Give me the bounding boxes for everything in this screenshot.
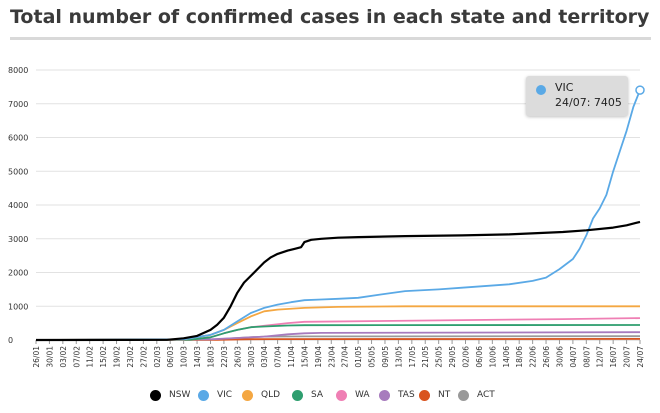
y-tick-label: 6000 [8, 134, 28, 143]
x-tick-label: 07/04 [274, 346, 283, 368]
x-tick-label: 16/07 [609, 346, 618, 368]
legend-label: TAS [398, 390, 415, 400]
legend: NSW VIC QLD SA WA TAS NT ACT [0, 385, 660, 405]
x-tick-label: 08/07 [582, 346, 591, 368]
x-tick-label: 01/05 [354, 346, 363, 368]
x-tick-label: 20/07 [623, 346, 632, 368]
y-tick-label: 2000 [8, 269, 28, 278]
legend-item-wa[interactable]: WA [336, 385, 370, 405]
x-tick-label: 26/06 [542, 346, 551, 368]
legend-label: NSW [169, 390, 191, 400]
legend-label: SA [311, 390, 324, 400]
y-tick-label: 8000 [8, 66, 28, 75]
x-tick-label: 18/06 [515, 346, 524, 368]
y-tick-label: 7000 [8, 100, 28, 109]
x-tick-label: 19/04 [314, 346, 323, 368]
x-tick-label: 30/06 [555, 346, 564, 368]
hover-marker [635, 85, 645, 95]
x-tick-label: 26/03 [233, 346, 242, 368]
legend-dot [198, 389, 209, 401]
x-tick-label: 18/03 [206, 346, 215, 368]
x-tick-label: 09/05 [381, 346, 390, 368]
tooltip-series-label: VIC [555, 81, 574, 94]
legend-label: WA [355, 390, 370, 400]
series-line-qld [35, 305, 640, 341]
series-line-sa [35, 324, 641, 341]
legend-label: VIC [217, 390, 233, 400]
legend-item-act[interactable]: ACT [458, 385, 495, 405]
series-lines [35, 89, 641, 342]
x-tick-label: 02/06 [462, 346, 471, 368]
x-tick-label: 04/07 [569, 346, 578, 368]
legend-item-qld[interactable]: QLD [242, 385, 280, 405]
tooltip: VIC 24/07: 7405 [526, 76, 628, 116]
x-tick-label: 21/05 [421, 346, 430, 368]
legend-dot [419, 389, 430, 401]
y-tick-label: 1000 [8, 302, 28, 311]
legend-dot [379, 389, 390, 401]
x-tick-label: 30/03 [247, 346, 256, 368]
x-tick-label: 23/04 [327, 346, 336, 368]
hover-point-marker[interactable] [635, 85, 645, 95]
x-axis-ticks: 26/01 30/01 03/02 07/02 11/02 15/02 19/02 23/02… [32, 340, 645, 368]
legend-dot [242, 389, 253, 401]
x-tick-label: 06/06 [475, 346, 484, 368]
x-tick-label: 05/05 [368, 346, 377, 368]
x-tick-label: 13/05 [394, 346, 403, 368]
legend-dot [150, 389, 161, 401]
legend-label: ACT [477, 390, 495, 400]
y-tick-label: 0 [8, 336, 13, 345]
tooltip-series-dot [536, 85, 546, 95]
x-tick-label: 11/04 [287, 346, 296, 368]
tooltip-value: 24/07: 7405 [555, 96, 622, 109]
x-tick-label: 30/01 [45, 346, 54, 368]
y-tick-label: 4000 [8, 201, 28, 210]
legend-item-vic[interactable]: VIC [198, 385, 232, 405]
x-tick-label: 19/02 [113, 346, 122, 368]
x-tick-label: 15/04 [300, 346, 309, 368]
x-tick-label: 27/04 [341, 346, 350, 368]
x-tick-label: 23/02 [126, 346, 135, 368]
x-tick-label: 22/03 [220, 346, 229, 368]
series-line-nsw [35, 220, 641, 342]
legend-dot [458, 389, 469, 401]
x-tick-label: 15/02 [99, 346, 108, 368]
page-title: Total number of confirmed cases in each … [10, 6, 650, 28]
legend-label: QLD [261, 390, 281, 400]
series-line-vic [35, 89, 641, 341]
x-tick-label: 26/01 [32, 346, 41, 368]
x-tick-label: 22/06 [529, 346, 538, 368]
legend-item-nt[interactable]: NT [419, 385, 450, 405]
x-tick-label: 25/05 [435, 346, 444, 368]
x-tick-label: 03/04 [260, 346, 269, 368]
x-tick-label: 07/02 [72, 346, 81, 368]
x-tick-label: 14/06 [502, 346, 511, 368]
legend-item-sa[interactable]: SA [292, 385, 323, 405]
x-tick-label: 14/03 [193, 346, 202, 368]
x-tick-label: 17/05 [408, 346, 417, 368]
legend-item-tas[interactable]: TAS [379, 385, 415, 405]
x-tick-label: 24/07 [636, 346, 645, 368]
y-tick-label: 3000 [8, 235, 28, 244]
title-divider [10, 37, 651, 40]
y-tick-label: 5000 [8, 167, 28, 176]
x-tick-label: 06/03 [166, 346, 175, 368]
y-axis-ticks: 0 1000 2000 3000 4000 5000 6000 7000 8000 [8, 66, 28, 345]
series-line-tas [35, 331, 641, 341]
legend-item-nsw[interactable]: NSW [150, 385, 190, 405]
x-tick-label: 02/03 [153, 346, 162, 368]
legend-dot [292, 389, 303, 401]
legend-label: NT [438, 390, 451, 400]
legend-dot [336, 389, 347, 401]
x-tick-label: 10/06 [488, 346, 497, 368]
x-tick-label: 12/07 [596, 346, 605, 368]
x-tick-label: 11/02 [86, 346, 95, 368]
x-tick-label: 10/03 [180, 346, 189, 368]
x-tick-label: 29/05 [448, 346, 457, 368]
x-tick-label: 03/02 [59, 346, 68, 368]
x-tick-label: 27/02 [139, 346, 148, 368]
